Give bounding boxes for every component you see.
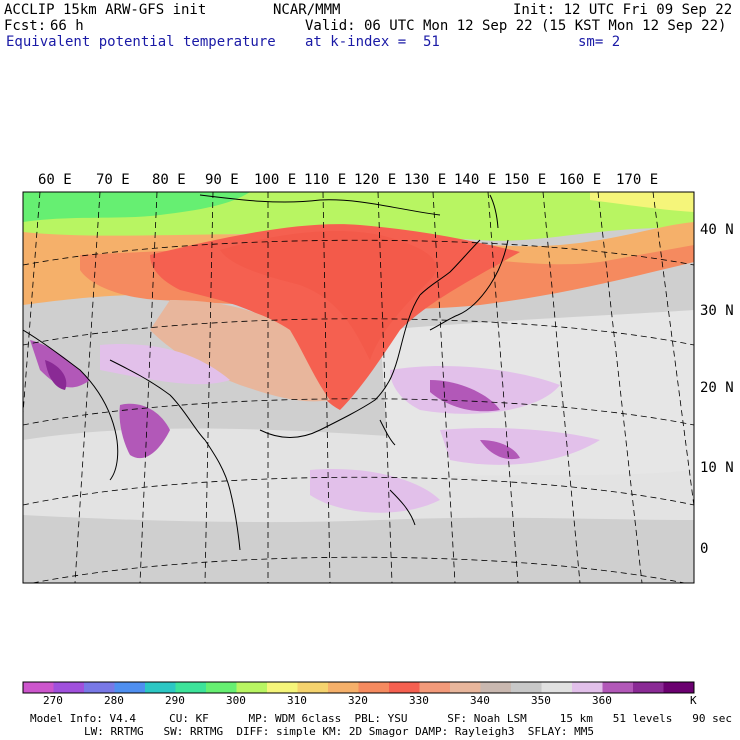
lon-label: 130 E	[404, 172, 447, 188]
lon-label: 110 E	[304, 172, 347, 188]
colorbar-swatch	[541, 682, 573, 693]
colorbar-tick: 330	[409, 694, 429, 707]
colorbar-swatch	[572, 682, 603, 693]
model-info-line1: Model Info: V4.4 CU: KF MP: WDM 6class P…	[30, 712, 732, 725]
map-frame	[22, 191, 695, 584]
graticule	[23, 192, 694, 583]
center-name: NCAR/MMM	[273, 2, 341, 18]
colorbar-swatch	[175, 682, 207, 693]
field-name: Equivalent potential temperature	[6, 34, 276, 50]
colorbar-swatch	[236, 682, 268, 693]
lat-label: 20 N	[700, 380, 734, 396]
level-label: at k-index = 51	[305, 34, 440, 50]
lon-label: 70 E	[96, 172, 130, 188]
model-info-line2: LW: RRTMG SW: RRTMG DIFF: simple KM: 2D …	[84, 725, 594, 738]
colorbar-swatch	[419, 682, 451, 693]
lat-label: 10 N	[700, 460, 734, 476]
colorbar-tick: 350	[531, 694, 551, 707]
colorbar-tick: 270	[43, 694, 63, 707]
colorbar-tick: 290	[165, 694, 185, 707]
colorbar-tick: 320	[348, 694, 368, 707]
lon-label: 120 E	[354, 172, 397, 188]
colorbar-swatch	[358, 682, 390, 693]
colorbar-swatch	[602, 682, 634, 693]
colorbar-swatch	[267, 682, 298, 693]
lon-label: 170 E	[616, 172, 659, 188]
lon-label: 60 E	[38, 172, 72, 188]
colorbar-swatch	[297, 682, 329, 693]
forecast-label: Fcst:	[4, 18, 47, 34]
colorbar-tick: 300	[226, 694, 246, 707]
colorbar-tick: 360	[592, 694, 612, 707]
lat-label: 30 N	[700, 303, 734, 319]
colorbar-swatch	[114, 682, 146, 693]
colorbar-swatch	[145, 682, 176, 693]
lon-label: 90 E	[205, 172, 239, 188]
smoothing-label: sm= 2	[578, 34, 621, 50]
coastlines	[23, 194, 509, 551]
lon-label: 100 E	[254, 172, 297, 188]
colorbar-swatch	[23, 682, 54, 693]
colorbar-swatch	[633, 682, 664, 693]
colorbar-tick: 310	[287, 694, 307, 707]
colorbar-swatch	[389, 682, 420, 693]
colorbar-swatch	[480, 682, 512, 693]
colorbar-swatch	[450, 682, 481, 693]
lon-label: 160 E	[559, 172, 602, 188]
colorbar-swatch	[663, 682, 695, 693]
lon-label: 150 E	[504, 172, 547, 188]
colorbar-frame	[22, 681, 695, 694]
lon-label: 140 E	[454, 172, 497, 188]
lat-label: 0	[700, 541, 709, 557]
run-title: ACCLIP 15km ARW-GFS init	[4, 2, 207, 18]
colorbar-swatch	[511, 682, 542, 693]
valid-time: Valid: 06 UTC Mon 12 Sep 22 (15 KST Mon …	[305, 18, 727, 34]
colorbar-swatch	[53, 682, 85, 693]
colorbar	[22, 681, 695, 694]
equivalent-potential-temperature-field	[23, 192, 694, 583]
colorbar-tick: 280	[104, 694, 124, 707]
colorbar-unit: K	[690, 694, 697, 707]
init-time: Init: 12 UTC Fri 09 Sep 22	[513, 2, 733, 18]
lat-label: 40 N	[700, 222, 734, 238]
colorbar-swatch	[206, 682, 237, 693]
colorbar-swatch	[328, 682, 359, 693]
colorbar-swatch	[84, 682, 115, 693]
forecast-hour: 66 h	[50, 18, 84, 34]
colorbar-tick: 340	[470, 694, 490, 707]
lon-label: 80 E	[152, 172, 186, 188]
